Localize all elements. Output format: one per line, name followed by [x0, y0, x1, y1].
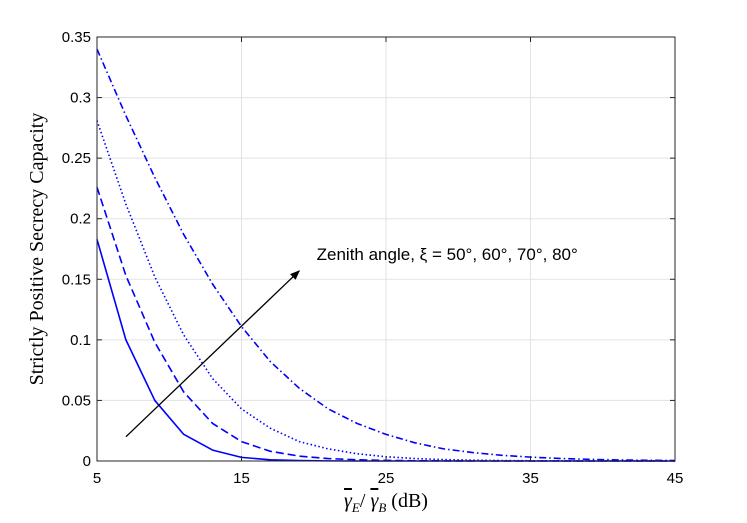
- y-tick-label: 0.35: [62, 29, 91, 46]
- x-axis-title-part: (dB): [386, 490, 428, 512]
- x-tick-label: 25: [378, 470, 395, 487]
- annotation-text: Zenith angle, ξ = 50°, 60°, 70°, 80°: [317, 245, 578, 264]
- y-tick-label: 0: [83, 453, 91, 470]
- x-tick-label: 35: [522, 470, 539, 487]
- y-tick-label: 0.15: [62, 271, 91, 288]
- y-tick-label: 0.3: [70, 90, 91, 107]
- x-axis-title-part: γ: [370, 490, 379, 512]
- y-tick-label: 0.05: [62, 392, 91, 409]
- x-axis-title: γE/ γB (dB): [344, 490, 428, 515]
- grid-lines: [96, 36, 676, 462]
- y-tick-label: 0.25: [62, 150, 91, 167]
- y-axis-title: Strictly Positive Secrecy Capacity: [26, 113, 48, 386]
- x-axis-title-part: γ: [344, 490, 353, 512]
- y-tick-label: 0.2: [70, 211, 91, 228]
- x-axis-title-part: E: [351, 500, 360, 515]
- x-axis-title-part: /: [360, 490, 371, 512]
- axis-ticks: 5 15 25 35 45 0 0.05 0.1 0.15 0.2 0.25 0.3 0.35: [62, 29, 684, 487]
- x-tick-label: 5: [93, 470, 101, 487]
- series-line-dash-dot: [96, 48, 676, 462]
- annotation-arrow: [125, 270, 301, 438]
- y-tick-label: 0.1: [70, 332, 91, 349]
- x-tick-label: 15: [233, 470, 250, 487]
- x-axis-title-part: B: [378, 500, 386, 515]
- annotations: Zenith angle, ξ = 50°, 60°, 70°, 80°: [125, 245, 578, 438]
- x-tick-label: 45: [667, 470, 684, 487]
